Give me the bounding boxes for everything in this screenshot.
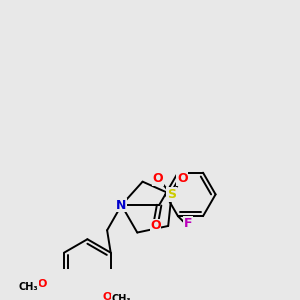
- Text: F: F: [184, 217, 192, 230]
- Text: CH₃: CH₃: [112, 294, 131, 300]
- Text: N: N: [116, 199, 127, 212]
- Text: O: O: [150, 219, 161, 232]
- Text: S: S: [167, 188, 176, 201]
- Text: O: O: [38, 279, 47, 289]
- Text: O: O: [102, 292, 112, 300]
- Text: O: O: [153, 172, 164, 185]
- Text: CH₃: CH₃: [18, 282, 38, 292]
- Text: O: O: [177, 172, 188, 185]
